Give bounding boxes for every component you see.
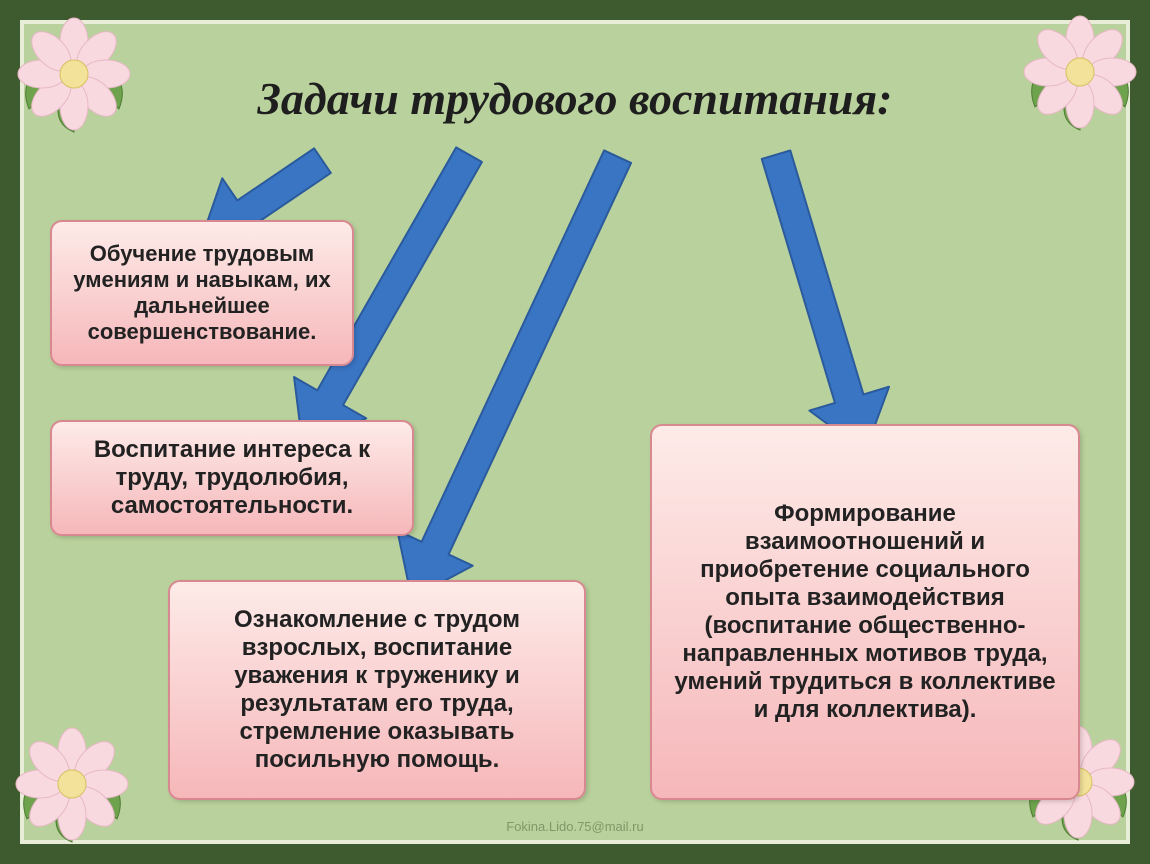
task-box-acquaintance: Ознакомление с трудом взрослых, воспитан… xyxy=(168,580,586,800)
arrow-3 xyxy=(397,150,631,598)
slide-title: Задачи трудового воспитания: xyxy=(24,72,1126,125)
task-box-relations: Формирование взаимоотношений и приобрете… xyxy=(650,424,1080,800)
inner-frame: Задачи трудового воспитания: Обучение тр… xyxy=(20,20,1130,844)
task-box-interest: Воспитание интереса к труду, трудолюбия,… xyxy=(50,420,414,536)
task-box-skills: Обучение трудовым умениям и навыкам, их … xyxy=(50,220,354,366)
outer-frame: Задачи трудового воспитания: Обучение тр… xyxy=(0,0,1150,864)
arrow-4 xyxy=(762,150,889,451)
task-box-text: Ознакомление с трудом взрослых, воспитан… xyxy=(188,606,566,774)
task-box-text: Формирование взаимоотношений и приобрете… xyxy=(670,500,1060,724)
slide-footer: Fokina.Lido.75@mail.ru xyxy=(24,819,1126,834)
task-box-text: Воспитание интереса к труду, трудолюбия,… xyxy=(70,436,394,520)
task-box-text: Обучение трудовым умениям и навыкам, их … xyxy=(70,241,334,345)
